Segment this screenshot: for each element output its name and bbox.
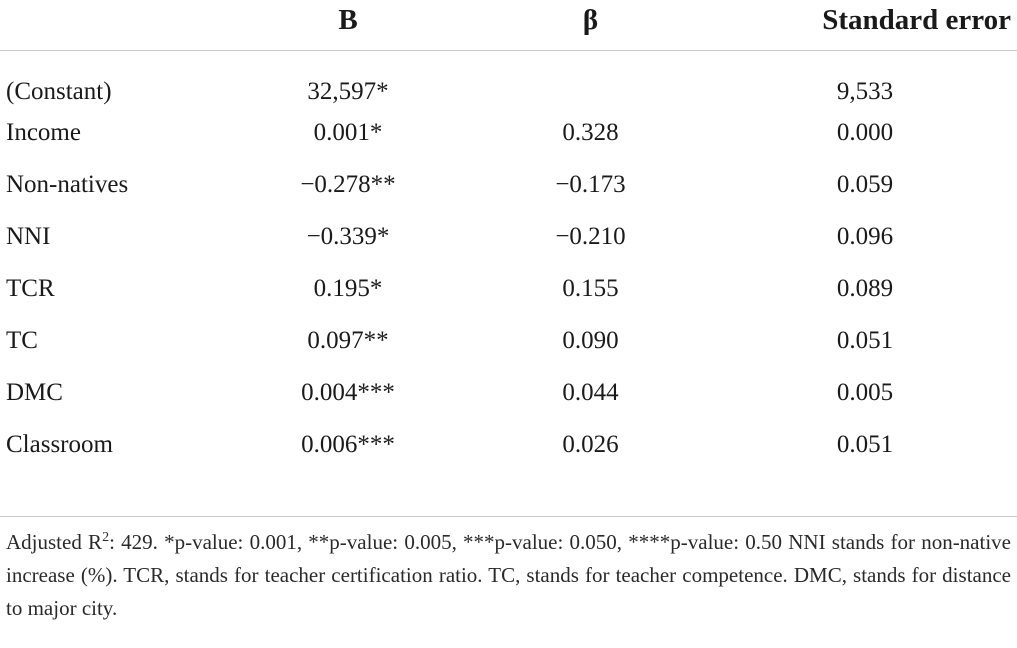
table-row: DMC 0.004*** 0.044 0.005: [0, 367, 1017, 419]
row-label: NNI: [6, 223, 51, 250]
table-row: NNI −0.339* −0.210 0.096: [0, 211, 1017, 263]
cell-se: 0.000: [836, 119, 894, 146]
cell-se: 0.096: [836, 223, 894, 250]
header-row: B β Standard error: [0, 0, 1017, 51]
footnote-prefix: Adjusted R: [6, 530, 103, 554]
cell-se: 0.051: [836, 327, 894, 354]
cell-b: −0.278**: [300, 171, 396, 198]
cell-b: −0.339*: [306, 223, 390, 250]
row-label: TCR: [6, 275, 55, 302]
row-label: TC: [6, 327, 38, 354]
cell-b: 0.004***: [301, 379, 395, 406]
cell-beta: 0.328: [562, 119, 619, 146]
table-bottom-rule: [0, 516, 1017, 517]
table-row: TCR 0.195* 0.155 0.089: [0, 263, 1017, 315]
footnote-superscript: 2: [102, 530, 110, 545]
row-label: DMC: [6, 379, 63, 406]
table-header: B β Standard error: [0, 0, 1017, 51]
cell-b: 0.195*: [313, 275, 383, 302]
table-row: TC 0.097** 0.090 0.051: [0, 315, 1017, 367]
cell-se: 0.089: [836, 275, 894, 302]
cell-b: 32,597*: [307, 78, 389, 105]
table-footnote: Adjusted R2: 429. *p-value: 0.001, **p-v…: [6, 526, 1011, 625]
table-body: (Constant) 32,597* 9,533 Income 0.001* 0…: [0, 51, 1017, 472]
cell-beta: −0.173: [555, 171, 626, 198]
footnote-text: : 429. *p-value: 0.001, **p-value: 0.005…: [6, 530, 1011, 620]
cell-b: 0.001*: [313, 119, 383, 146]
table-row: Income 0.001* 0.328 0.000: [0, 107, 1017, 159]
cell-beta: 0.155: [562, 275, 619, 302]
cell-beta: 0.044: [562, 379, 619, 406]
header-beta: β: [468, 0, 713, 51]
cell-beta: 0.026: [562, 431, 619, 458]
regression-table: B β Standard error (Constant) 32,597* 9,…: [0, 0, 1017, 472]
cell-se: 9,533: [836, 78, 894, 105]
cell-se: 0.005: [836, 379, 894, 406]
cell-beta: [468, 51, 713, 108]
header-variable: [0, 0, 228, 51]
cell-b: 0.006***: [301, 431, 395, 458]
header-standard-error: Standard error: [713, 0, 1017, 51]
row-label: Income: [6, 119, 81, 146]
cell-se: 0.051: [836, 431, 894, 458]
table-row: (Constant) 32,597* 9,533: [0, 51, 1017, 108]
cell-beta: 0.090: [562, 327, 619, 354]
cell-beta: −0.210: [555, 223, 626, 250]
header-b: B: [228, 0, 468, 51]
row-label: Non-natives: [6, 171, 129, 198]
row-label: Classroom: [6, 431, 113, 458]
table-row: Classroom 0.006*** 0.026 0.051: [0, 419, 1017, 471]
cell-b: 0.097**: [307, 327, 389, 354]
table-row: Non-natives −0.278** −0.173 0.059: [0, 159, 1017, 211]
regression-table-container: B β Standard error (Constant) 32,597* 9,…: [0, 0, 1017, 472]
row-label: (Constant): [6, 78, 112, 105]
cell-se: 0.059: [836, 171, 894, 198]
